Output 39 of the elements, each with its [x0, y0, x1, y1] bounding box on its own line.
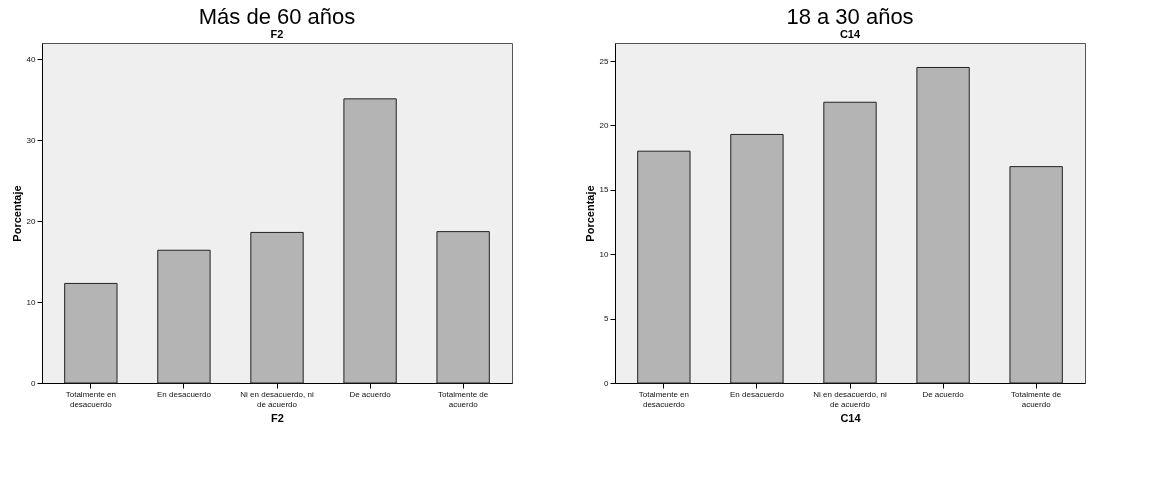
- y-tick-label: 30: [26, 135, 37, 145]
- y-tick-label: 10: [26, 297, 37, 307]
- bar: [250, 231, 304, 384]
- chart-title: Más de 60 años: [198, 4, 356, 29]
- bar: [823, 101, 877, 384]
- y-tick-label: 10: [599, 249, 610, 259]
- bar: [343, 98, 397, 384]
- y-tick-label: 25: [599, 56, 610, 66]
- x-tick-label: En desacuerdo: [730, 389, 785, 399]
- y-tick-label: 0: [31, 378, 37, 388]
- bar: [157, 249, 211, 384]
- y-tick-label: 20: [26, 216, 37, 226]
- bar: [1009, 166, 1063, 384]
- y-axis-title: Porcentaje: [583, 185, 596, 242]
- x-tick-label: Ni en desacuerdo, ni de acuerdo: [813, 389, 887, 409]
- x-tick-label: Totalmente de acuerdo: [438, 389, 489, 409]
- y-tick-label: 15: [599, 185, 610, 195]
- x-tick-label: En desacuerdo: [157, 389, 212, 399]
- x-axis-title: C14: [840, 411, 862, 424]
- x-tick-label: De acuerdo: [349, 389, 392, 399]
- x-tick-label: De acuerdo: [922, 389, 965, 399]
- bar: [916, 66, 970, 384]
- chart-subtitle: F2: [270, 28, 284, 40]
- bar: [64, 282, 118, 384]
- chart-title: 18 a 30 años: [786, 4, 914, 29]
- y-tick-label: 40: [26, 54, 37, 64]
- y-tick-label: 5: [604, 314, 610, 324]
- y-tick-label: 20: [599, 120, 610, 130]
- x-tick-label: Totalmente en desacuerdo: [65, 389, 116, 409]
- x-tick-label: Ni en desacuerdo, ni de acuerdo: [240, 389, 314, 409]
- bar: [637, 150, 691, 384]
- chart-subtitle: C14: [839, 28, 861, 40]
- y-tick-label: 0: [604, 378, 610, 388]
- x-tick-label: Totalmente en desacuerdo: [638, 389, 689, 409]
- bar: [730, 133, 784, 384]
- x-axis-title: F2: [271, 411, 284, 424]
- x-tick-label: Totalmente de acuerdo: [1011, 389, 1062, 409]
- bar: [436, 231, 490, 384]
- y-axis-title: Porcentaje: [10, 185, 23, 242]
